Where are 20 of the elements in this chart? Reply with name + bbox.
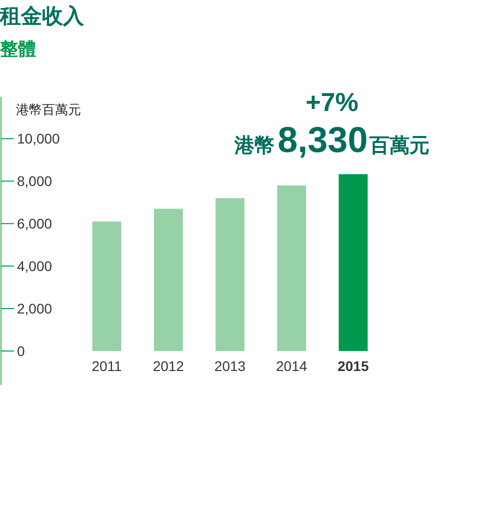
x-tick-label: 2011 [92,358,122,374]
bar [154,208,183,351]
y-tick-label: 8,000 [17,173,52,190]
y-tick-label: 6,000 [17,216,52,232]
bar [92,221,122,351]
y-tick-label: 2,000 [17,300,52,317]
text: +7% [306,87,358,117]
bar [338,174,368,351]
y-tick-label: 10,000 [17,130,60,147]
bar [216,198,244,351]
y-axis-title: 港幣百萬元 [16,102,81,117]
y-tick-label: 4,000 [17,258,52,274]
chart-subtitle: 整體 [0,39,36,59]
x-tick-label: 2015 [338,358,369,374]
x-tick-label: 2014 [276,358,308,374]
x-tick-label: 2013 [214,358,246,374]
bar [277,185,306,351]
annotation: 港幣8,330百萬元 [234,119,430,160]
x-tick-label: 2012 [152,358,184,374]
y-tick-label: 0 [17,343,25,359]
